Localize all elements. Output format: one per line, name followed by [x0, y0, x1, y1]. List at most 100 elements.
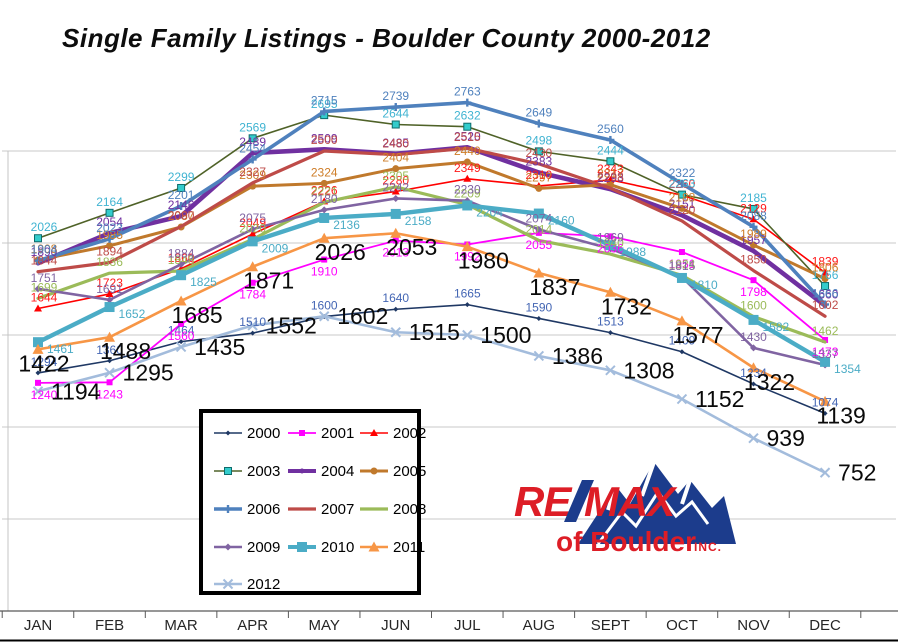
- 2012-marker-feb: [104, 367, 115, 378]
- 2004-marker-oct: [679, 213, 684, 218]
- data-label-2010-nov: 1582: [763, 320, 790, 334]
- 2001-marker-apr: [249, 279, 256, 286]
- series-2009: [34, 194, 829, 369]
- 2006-marker-aug: [534, 119, 543, 128]
- 2001-marker-sept: [607, 233, 614, 240]
- 2010-marker-feb: [104, 302, 115, 313]
- legend-box: [199, 409, 421, 595]
- 2001-marker-jan: [35, 379, 41, 386]
- data-label-2007-aug: 2430: [525, 146, 552, 160]
- 2010-marker-jun: [390, 208, 401, 219]
- legend-item-2001: 2001: [288, 425, 354, 442]
- 2002-marker-feb: [105, 289, 114, 297]
- data-label-2003-mar: 2299: [168, 170, 195, 184]
- data-label-2006-jan: 1904: [31, 243, 58, 257]
- 2011-marker-jul: [461, 241, 473, 252]
- data-label-2010-may: 2136: [333, 218, 360, 232]
- 2005-marker-oct: [678, 204, 686, 212]
- 2004-marker-nov: [751, 248, 756, 253]
- data-label-2000-oct: 1409: [669, 334, 696, 348]
- data-label-2009-jan: 1751: [31, 271, 58, 285]
- data-label-2003-may: 2695: [311, 97, 338, 111]
- series-2003-line: [37, 114, 826, 287]
- data-label-2010-sept: 1988: [619, 245, 646, 259]
- data-label-2001-jun: 2013: [382, 246, 409, 260]
- data-label-2009-aug: 2074: [525, 211, 552, 225]
- series-2003: [34, 111, 830, 291]
- x-axis-label-oct: OCT: [666, 617, 698, 634]
- data-label-2002-mar: 1860: [168, 251, 195, 265]
- x-axis-label-jun: JUN: [381, 617, 410, 634]
- data-label-2007-dec: 1602: [812, 298, 839, 312]
- 2006-marker-oct: [677, 179, 686, 188]
- data-label-2000-nov: 1234: [740, 366, 767, 380]
- data-label-2001-jan: 1240: [31, 388, 58, 402]
- 2012-marker-jul: [462, 329, 473, 341]
- data-label-2002-jul: 2349: [454, 161, 481, 175]
- legend-item-2000: 2000: [214, 425, 280, 442]
- legend-item-2003: 2003: [214, 463, 280, 480]
- series-2012-line: [36, 314, 827, 474]
- data-label-2006-feb: 2023: [96, 221, 123, 235]
- x-axis-label-sept: SEPT: [591, 617, 630, 634]
- legend-marker-2003: [224, 467, 232, 475]
- remax-wordmark: RE MAX: [514, 478, 679, 525]
- data-label-2002-nov: 2129: [740, 201, 767, 215]
- 2006-marker-nov: [749, 222, 758, 231]
- data-label-2004-jun: 2485: [382, 136, 409, 150]
- legend-label-2004: 2004: [321, 463, 354, 480]
- data-label-2003-jun: 2644: [382, 107, 409, 121]
- 2004-marker-aug: [536, 170, 541, 175]
- data-label-2011-jul: 1980: [458, 248, 509, 274]
- data-label-2010-oct: 1810: [691, 278, 718, 292]
- x-axis-label-jan: JAN: [24, 617, 52, 634]
- remax-slash: [564, 480, 594, 522]
- data-label-2000-sept: 1513: [597, 315, 624, 329]
- 2009-marker-apr: [249, 225, 257, 233]
- data-label-2009-oct: 1815: [669, 259, 696, 273]
- series-2012: [32, 311, 831, 478]
- data-label-2000-may: 1600: [311, 299, 338, 313]
- data-label-2011-apr: 1871: [243, 268, 294, 294]
- legend-marker-2010: [297, 542, 307, 552]
- 2012-marker-nov: [748, 433, 759, 444]
- 2003-marker-jun: [391, 120, 400, 129]
- legend-label-2002: 2002: [393, 425, 426, 442]
- data-label-2008-oct: 1824: [669, 257, 696, 271]
- 2000-marker-dec: [822, 410, 828, 416]
- legend-label-2007: 2007: [321, 501, 354, 518]
- data-label-2003-oct: 2263: [669, 177, 696, 191]
- legend-label-2001: 2001: [321, 425, 354, 442]
- legend-item-2012: 2012: [214, 576, 280, 593]
- data-label-2003-jul: 2632: [454, 109, 481, 123]
- x-axis-label-may: MAY: [308, 617, 339, 634]
- data-label-2005-may: 2324: [311, 165, 338, 179]
- legend-item-2004: 2004: [288, 463, 354, 480]
- legend-label-2000: 2000: [247, 425, 280, 442]
- data-label-2002-sept: 2343: [597, 162, 624, 176]
- data-label-2007-jul: 2515: [454, 130, 481, 144]
- 2009-marker-may: [320, 206, 328, 214]
- data-label-2007-oct: 2120: [669, 203, 696, 217]
- 2011-marker-jan: [32, 343, 44, 354]
- data-label-2004-apr: 2489: [239, 135, 266, 149]
- data-label-2007-may: 2500: [311, 133, 338, 147]
- data-label-2006-apr: 2454: [239, 141, 266, 155]
- 2002-marker-nov: [749, 215, 758, 223]
- 2010-marker-jan: [33, 337, 43, 348]
- data-label-2005-sept: 2317: [597, 167, 624, 181]
- data-label-2012-oct: 1152: [695, 386, 744, 412]
- 2011-marker-oct: [676, 315, 688, 326]
- data-label-2004-may: 2509: [311, 131, 338, 145]
- 2006-marker-mar: [177, 202, 186, 211]
- 2006-marker-sept: [606, 135, 615, 144]
- 2006-marker-jan: [34, 256, 42, 265]
- data-label-2010-aug: 2160: [548, 214, 575, 228]
- data-label-2003-feb: 2164: [96, 195, 123, 209]
- series-2007: [36, 146, 827, 318]
- data-label-2010-jul: 2204: [476, 205, 503, 219]
- 2009-marker-feb: [106, 296, 114, 304]
- data-label-2010-mar: 1825: [190, 275, 217, 289]
- legend-label-2012: 2012: [247, 576, 280, 593]
